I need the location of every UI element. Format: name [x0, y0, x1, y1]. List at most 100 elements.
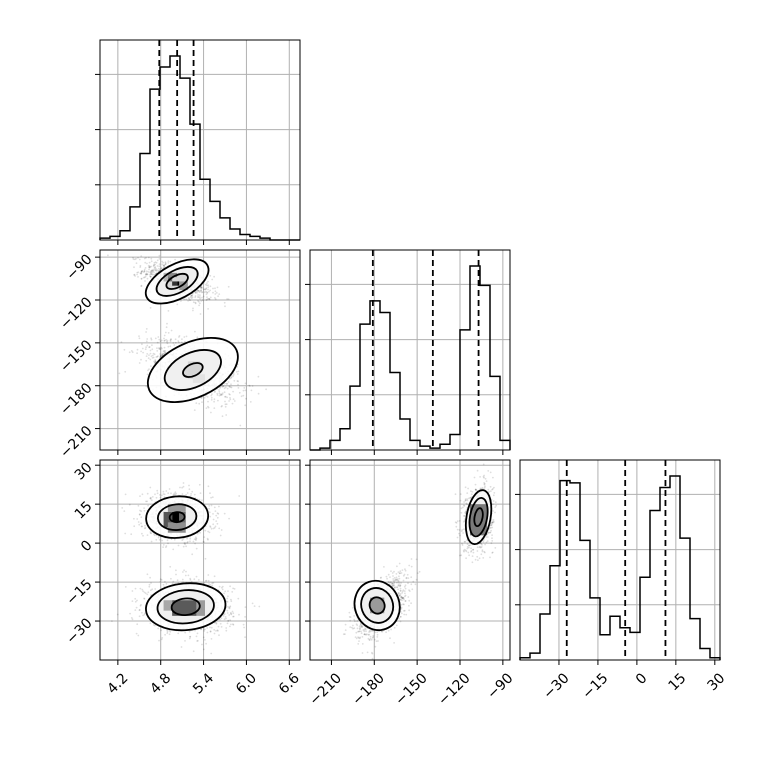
scatter-point: [221, 393, 224, 396]
scatter-point: [201, 499, 203, 502]
scatter-point: [236, 373, 239, 375]
scatter-point: [465, 502, 468, 505]
scatter-point: [162, 493, 165, 495]
scatter-point: [463, 519, 466, 522]
scatter-point: [144, 273, 147, 276]
scatter-point: [123, 348, 126, 351]
scatter-point: [140, 522, 143, 525]
scatter-point: [490, 527, 492, 529]
scatter-point: [494, 501, 497, 504]
scatter-point: [211, 496, 214, 499]
scatter-point: [194, 301, 197, 304]
scatter-point: [480, 542, 482, 544]
scatter-point: [143, 613, 146, 616]
scatter-point: [204, 288, 207, 291]
scatter-point: [225, 629, 228, 632]
scatter-point: [159, 355, 162, 358]
scatter-point: [165, 546, 167, 549]
scatter-point: [132, 256, 134, 259]
scatter-point: [160, 638, 163, 641]
scatter-point: [134, 587, 137, 590]
scatter-point: [206, 537, 209, 540]
scatter-point: [463, 501, 465, 503]
scatter-point: [139, 495, 141, 497]
scatter-point: [164, 261, 167, 264]
scatter-point: [489, 556, 491, 559]
scatter-point: [153, 264, 155, 266]
scatter-point: [473, 476, 476, 479]
scatter-point: [203, 291, 206, 294]
scatter-point: [181, 578, 184, 581]
scatter-point: [150, 594, 152, 596]
scatter-point: [141, 532, 143, 535]
scatter-point: [155, 496, 158, 499]
scatter-point: [142, 351, 145, 354]
density-cell: [163, 272, 168, 282]
scatter-point: [162, 352, 165, 355]
scatter-point: [205, 299, 208, 301]
scatter-point: [146, 262, 148, 265]
density-cell: [167, 272, 173, 282]
scatter-point: [143, 270, 146, 273]
scatter-point: [190, 493, 193, 495]
scatter-point: [192, 307, 194, 310]
scatter-point: [159, 348, 162, 351]
scatter-point: [237, 597, 240, 600]
scatter-point: [156, 492, 159, 495]
scatter-point: [165, 326, 168, 329]
scatter-point: [466, 543, 469, 546]
scatter-point: [223, 592, 226, 595]
contour-line-1: [155, 266, 199, 297]
scatter-point: [188, 630, 191, 633]
scatter-point: [131, 590, 134, 592]
scatter-point: [153, 271, 155, 274]
scatter-point: [205, 287, 208, 289]
density-cell: [167, 504, 186, 512]
scatter-point: [480, 543, 483, 545]
histogram-frame-p2: [519, 459, 721, 661]
scatter-point: [146, 373, 149, 376]
scatter-point: [491, 521, 494, 523]
scatter-point: [232, 623, 234, 625]
scatter-point: [225, 627, 228, 629]
scatter-point: [223, 391, 226, 394]
scatter-point: [132, 258, 135, 261]
scatter-point: [183, 298, 186, 301]
scatter-point: [196, 532, 199, 535]
scatter-point: [143, 276, 146, 279]
scatter-point: [190, 495, 192, 497]
contour-line-0: [182, 362, 204, 378]
scatter-point: [151, 588, 154, 591]
scatter-point: [213, 506, 216, 509]
scatter-point: [188, 297, 191, 300]
density-cell: [179, 281, 188, 290]
scatter-point: [232, 623, 235, 626]
scatter-point: [149, 497, 152, 500]
scatter-point: [480, 546, 483, 548]
scatter-point: [136, 518, 139, 520]
scatter-point: [194, 542, 197, 545]
scatter-point: [223, 301, 226, 304]
scatter-point: [474, 488, 477, 491]
scatter-point: [476, 555, 479, 558]
scatter-point: [162, 490, 165, 493]
scatter-point: [216, 516, 219, 519]
scatter-point: [207, 530, 210, 533]
scatter-point: [203, 536, 206, 538]
scatter-content-p0-p2: [100, 460, 300, 660]
scatter-point: [200, 289, 202, 292]
scatter-point: [141, 343, 143, 346]
scatter-point: [152, 265, 155, 267]
scatter-point: [162, 261, 165, 264]
scatter-point: [164, 262, 167, 265]
scatter-point: [159, 496, 162, 499]
scatter-point: [147, 591, 150, 594]
scatter-point: [156, 347, 158, 349]
contour-line-0: [168, 511, 186, 524]
scatter-point: [149, 307, 152, 309]
scatter-point: [212, 527, 215, 530]
scatter-point: [199, 286, 202, 289]
scatter-point: [229, 386, 232, 388]
scatter-point: [161, 354, 164, 356]
scatter-point: [140, 284, 143, 287]
